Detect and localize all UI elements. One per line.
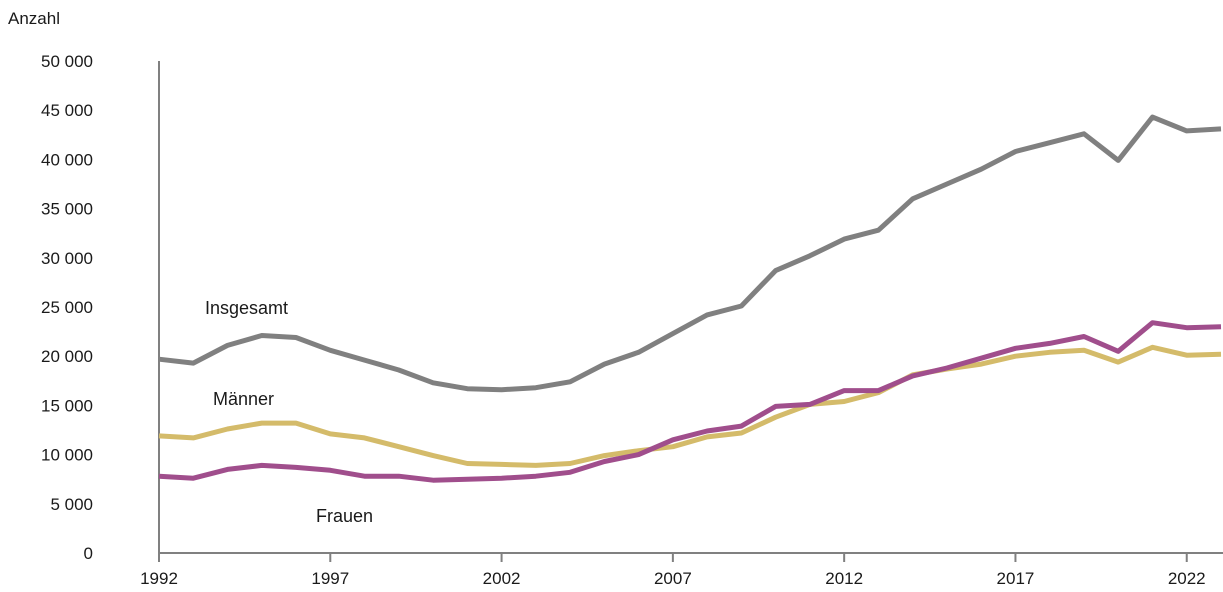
x-axis-ticks: 1992 1997 2002 2007 2012 2017 2022 [140,553,1206,588]
x-tick-label: 2002 [483,569,521,588]
series-label-frauen: Frauen [316,506,373,526]
series-line-insgesamt [158,114,1222,393]
series-lines [158,114,1222,483]
y-tick-label: 5 000 [50,495,93,514]
x-tick-label: 2017 [997,569,1035,588]
series-label-maenner: Männer [213,389,274,409]
series-label-insgesamt: Insgesamt [205,298,288,318]
x-tick-label: 1992 [140,569,178,588]
y-tick-label: 25 000 [41,298,93,317]
y-tick-label: 20 000 [41,347,93,366]
y-axis-ticks: 0 5 000 10 000 15 000 20 000 25 000 30 000 35 0… [41,52,93,563]
x-tick-label: 1997 [311,569,349,588]
y-tick-label: 50 000 [41,52,93,71]
y-tick-label: 15 000 [41,396,93,415]
x-tick-label: 2007 [654,569,692,588]
x-tick-label: 2022 [1168,569,1206,588]
y-tick-label: 35 000 [41,200,93,219]
y-axis-title: Anzahl [8,9,60,28]
x-tick-label: 2012 [825,569,863,588]
y-tick-label: 45 000 [41,101,93,120]
series-line-maenner [158,344,1222,468]
y-tick-label: 30 000 [41,249,93,268]
y-tick-label: 10 000 [41,446,93,465]
y-tick-label: 40 000 [41,150,93,169]
series-line-frauen [158,320,1222,483]
y-tick-label: 0 [84,544,93,563]
